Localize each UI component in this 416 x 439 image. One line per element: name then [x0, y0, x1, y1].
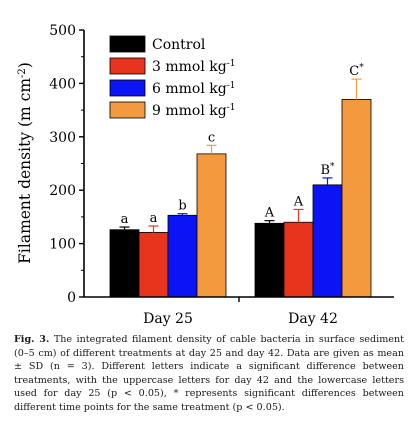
legend: Control 3 mmol kg-1 6 mmol kg-1 9 mmol kg-1	[109, 35, 236, 119]
y-axis-label: Filament density (m cm-2)	[16, 62, 34, 264]
significance-letter: c	[208, 130, 215, 145]
y-tick-label: 0	[67, 290, 76, 306]
y-tick-label: 500	[49, 23, 76, 39]
error-bars-layer	[119, 78, 362, 233]
caption-label: Fig. 3.	[14, 334, 50, 345]
bar	[167, 214, 198, 298]
caption-text: The integrated filament density of cable…	[14, 334, 405, 413]
bar-chart: a Aa Ab B* c C* 0 100 200 300 400 500 Day 25 Day 42 F…	[16, 23, 394, 327]
bar	[109, 229, 140, 298]
bar	[283, 221, 314, 298]
significance-letter: C*	[349, 63, 364, 79]
bars-layer	[109, 99, 372, 298]
bar	[196, 153, 227, 298]
x-category-label: Day 25	[143, 311, 193, 327]
significance-letter: A	[293, 194, 304, 209]
significance-letter: a	[121, 212, 129, 227]
significance-letter: b	[178, 199, 186, 214]
x-category-label: Day 42	[288, 311, 338, 327]
y-tick-label: 300	[49, 130, 76, 146]
legend-swatch	[109, 79, 146, 97]
bar	[254, 222, 285, 298]
bar	[312, 184, 343, 298]
bar	[341, 99, 372, 298]
significance-letter: A	[264, 206, 275, 221]
bar	[138, 231, 169, 298]
legend-entry: 3 mmol kg-1	[152, 59, 236, 75]
legend-swatch	[109, 57, 146, 75]
figure-caption: Fig. 3. The integrated filament density …	[14, 333, 404, 415]
axes-layer: 0 100 200 300 400 500 Day 25 Day 42 Filament den…	[16, 23, 394, 327]
y-tick-label: 100	[49, 237, 76, 253]
legend-entry: 6 mmol kg-1	[152, 81, 236, 97]
legend-swatch	[109, 35, 146, 53]
legend-entry: Control	[152, 37, 206, 53]
legend-swatch	[109, 101, 146, 119]
legend-entry: 9 mmol kg-1	[152, 103, 236, 119]
significance-letter: a	[150, 211, 158, 226]
y-tick-label: 400	[49, 76, 76, 92]
y-tick-label: 200	[49, 183, 76, 199]
significance-letter: B*	[320, 162, 335, 178]
